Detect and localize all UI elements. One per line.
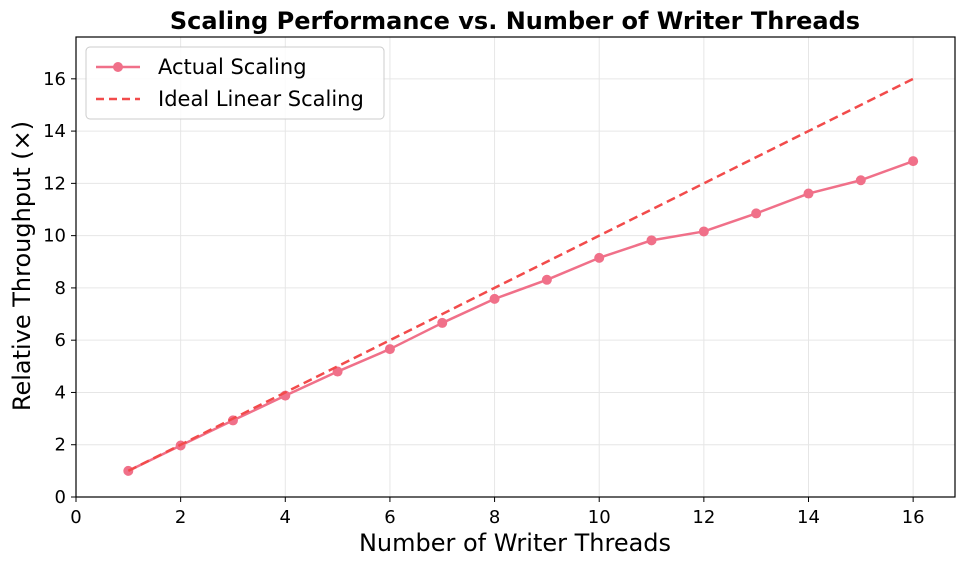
y-tick-label: 14 (43, 121, 66, 142)
legend: Actual Scaling Ideal Linear Scaling (85, 46, 385, 120)
x-tick-label: 8 (489, 507, 500, 528)
data-point-actual-scaling (698, 226, 709, 237)
legend-label-actual-scaling: Actual Scaling (158, 55, 307, 79)
data-point-actual-scaling (332, 366, 343, 377)
x-tick-label: 2 (175, 507, 186, 528)
data-point-actual-scaling (437, 317, 448, 328)
y-tick-label: 2 (55, 435, 66, 456)
legend-marker-actual-scaling (113, 62, 123, 72)
y-tick-label: 6 (55, 330, 66, 351)
x-axis-title: Number of Writer Threads (359, 529, 671, 557)
y-tick-label: 4 (55, 382, 66, 403)
legend-entry-ideal-linear-scaling: Ideal Linear Scaling (96, 87, 364, 111)
data-point-actual-scaling (646, 235, 657, 246)
x-tick-label: 14 (797, 507, 820, 528)
y-tick-label: 10 (43, 226, 66, 247)
data-point-actual-scaling (541, 274, 552, 285)
x-tick-label: 16 (902, 507, 925, 528)
x-tick-label: 10 (588, 507, 611, 528)
legend-box (85, 46, 385, 120)
data-point-actual-scaling (489, 293, 500, 304)
grid (75, 37, 955, 498)
y-tick-label: 16 (43, 69, 66, 90)
data-point-actual-scaling (751, 208, 762, 219)
data-point-actual-scaling (803, 188, 814, 199)
y-tick-label: 0 (55, 487, 66, 508)
chart-title: Scaling Performance vs. Number of Writer… (170, 7, 860, 35)
y-tick-label: 8 (55, 278, 66, 299)
x-tick-label: 12 (692, 507, 715, 528)
legend-label-ideal-linear-scaling: Ideal Linear Scaling (158, 87, 364, 111)
data-point-actual-scaling (384, 344, 395, 355)
legend-entry-actual-scaling: Actual Scaling (96, 55, 307, 79)
plot-frame (75, 36, 956, 498)
y-tick-label: 12 (43, 173, 66, 194)
data-point-actual-scaling (594, 252, 605, 263)
axis-ticks: 0 2 4 6 8 10 12 14 16 0 2 4 6 8 10 12 14 16 (43, 69, 925, 528)
x-tick-label: 4 (280, 507, 291, 528)
y-axis-title: Relative Throughput (×) (8, 121, 36, 411)
x-tick-label: 0 (70, 507, 81, 528)
series-layer (123, 77, 919, 476)
data-point-actual-scaling (908, 156, 919, 167)
data-point-actual-scaling (855, 175, 866, 186)
series-line-actual-scaling (127, 159, 914, 472)
series-line-ideal-linear-scaling (127, 77, 914, 472)
x-tick-label: 6 (384, 507, 395, 528)
